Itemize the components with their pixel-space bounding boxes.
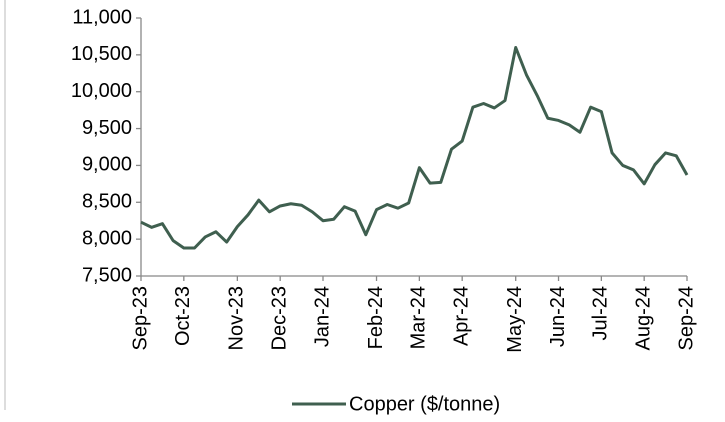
x-tick-label: Apr-24 (450, 286, 472, 346)
y-tick-label: 8,500 (82, 191, 132, 213)
x-tick-label: Mar-24 (408, 286, 430, 349)
x-tick-label: Jun-24 (547, 286, 569, 347)
y-tick-label: 10,000 (71, 80, 132, 102)
x-tick-label: Nov-23 (226, 286, 248, 350)
y-tick-label: 11,000 (72, 6, 132, 28)
legend-label: Copper ($/tonne) (349, 393, 500, 415)
y-tick-label: 7,500 (82, 264, 132, 286)
x-tick-label: Sep-24 (675, 286, 697, 351)
series-line (140, 45, 689, 250)
x-tick-label: Aug-24 (632, 286, 654, 351)
x-tick-label: Dec-23 (268, 286, 290, 350)
y-tick-label: 9,000 (82, 154, 132, 176)
x-tick-label: May-24 (504, 286, 526, 353)
x-tick-label: Feb-24 (365, 286, 387, 349)
x-tick-label: Jul-24 (590, 286, 612, 340)
x-tick-label: Jan-24 (311, 286, 333, 347)
x-tick-label: Oct-23 (172, 286, 194, 346)
y-tick-label: 8,000 (82, 227, 132, 249)
y-tick-label: 9,500 (82, 117, 132, 139)
x-tick-label: Sep-23 (129, 286, 151, 351)
y-tick-label: 10,500 (71, 43, 132, 65)
